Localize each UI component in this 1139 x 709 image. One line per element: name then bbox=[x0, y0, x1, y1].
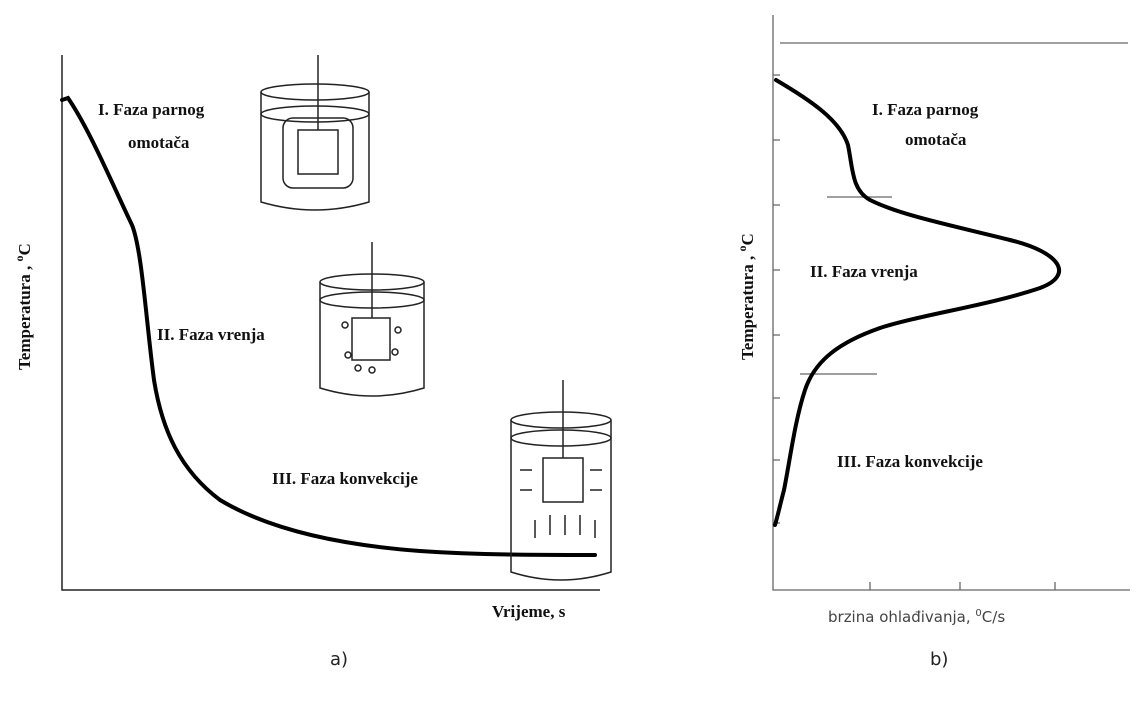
beaker bbox=[319, 242, 425, 397]
beaker bbox=[260, 55, 370, 211]
phase-label: I. Faza parnog bbox=[872, 100, 979, 119]
phase-label: omotača bbox=[128, 133, 190, 152]
phase-label: II. Faza vrenja bbox=[157, 325, 265, 344]
phase-label: III. Faza konvekcije bbox=[837, 452, 983, 471]
phase-label: III. Faza konvekcije bbox=[272, 469, 418, 488]
x-label: Vrijeme, s bbox=[492, 602, 566, 621]
x-label: brzina ohlađivanja, 0C/s bbox=[828, 608, 1005, 626]
axes bbox=[61, 55, 600, 591]
phase-label: I. Faza parnog bbox=[98, 100, 205, 119]
cooling-curve bbox=[60, 95, 597, 557]
phase-label: omotača bbox=[905, 130, 967, 149]
y-label: Temperatura , oC bbox=[735, 233, 757, 360]
y-label: Temperatura , oC bbox=[12, 243, 34, 370]
panel-a: Temperatura , oC Vrijeme, s I. Faza parn… bbox=[12, 55, 612, 670]
ticks bbox=[773, 74, 1056, 590]
axes bbox=[772, 15, 1130, 591]
panel-b: Temperatura , oC brzina ohlađivanja, 0C/… bbox=[735, 15, 1130, 670]
caption: a) bbox=[330, 649, 348, 670]
beaker bbox=[510, 380, 612, 581]
rate-curve bbox=[773, 78, 1062, 527]
caption: b) bbox=[930, 649, 948, 670]
phase-label: II. Faza vrenja bbox=[810, 262, 918, 281]
